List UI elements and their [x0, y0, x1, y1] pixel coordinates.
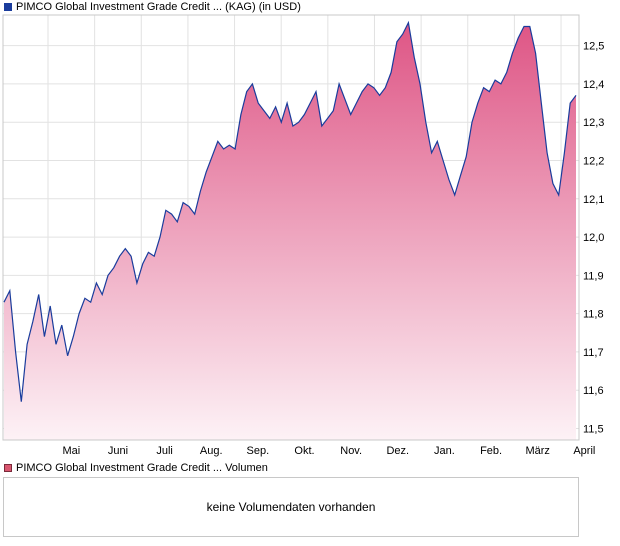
y-tick-label: 12,5	[583, 41, 604, 53]
y-tick-label: 11,8	[583, 309, 604, 321]
price-legend: PIMCO Global Investment Grade Credit ...…	[4, 0, 301, 14]
y-tick-label: 12,2	[583, 155, 604, 167]
volume-legend-swatch	[4, 464, 12, 472]
volume-legend-label: PIMCO Global Investment Grade Credit ...…	[16, 462, 268, 474]
x-tick-label: März	[525, 445, 549, 457]
y-tick-label: 11,9	[583, 270, 604, 282]
volume-legend: PIMCO Global Investment Grade Credit ...…	[4, 461, 268, 475]
y-tick-label: 11,6	[583, 385, 604, 397]
x-tick-label: Mai	[62, 445, 80, 457]
y-tick-label: 11,5	[583, 424, 604, 436]
x-tick-label: Juli	[156, 445, 173, 457]
y-tick-label: 12,3	[583, 117, 604, 129]
x-tick-label: Okt.	[294, 445, 314, 457]
price-chart: Mai Juni Juli Aug. Sep. Okt. Nov. Dez. Jan. Feb. M…	[2, 14, 604, 457]
x-tick-label: Jan.	[434, 445, 455, 457]
y-tick-label: 12,0	[583, 232, 604, 244]
x-tick-label: Nov.	[340, 445, 362, 457]
price-line	[3, 20, 577, 402]
volume-empty-message: keine Volumendaten vorhanden	[206, 500, 376, 514]
price-legend-label: PIMCO Global Investment Grade Credit ...…	[16, 1, 301, 13]
price-area	[4, 22, 576, 440]
price-legend-swatch	[4, 3, 12, 11]
plot-frame	[2, 14, 580, 441]
y-tick-label: 12,1	[583, 194, 604, 206]
y-tick-label: 12,4	[583, 79, 604, 91]
y-tick-label: 11,7	[583, 347, 604, 359]
y-axis-ticks: 11,5 11,6 11,7 11,8 11,9 12,0 12,1 12,2 12,3 12,4…	[583, 41, 604, 436]
x-tick-label: Juni	[108, 445, 128, 457]
x-tick-label: Sep.	[247, 445, 270, 457]
x-tick-label: Aug.	[200, 445, 223, 457]
x-tick-label: April	[573, 445, 595, 457]
x-tick-label: Feb.	[480, 445, 502, 457]
x-axis-ticks: Mai Juni Juli Aug. Sep. Okt. Nov. Dez. Jan. Feb. M…	[62, 445, 595, 457]
volume-panel: keine Volumendaten vorhanden	[3, 477, 579, 537]
x-tick-label: Dez.	[386, 445, 409, 457]
